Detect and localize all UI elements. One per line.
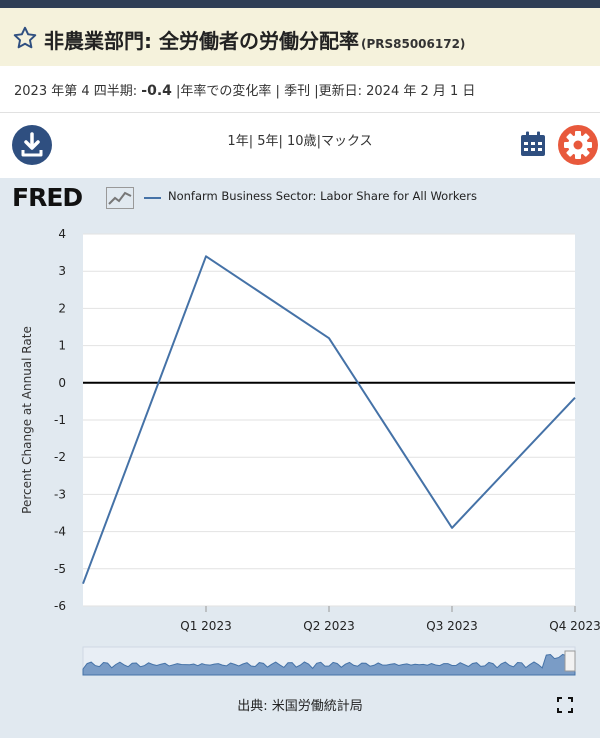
updated-label: |更新日: 2024 年 2 月 1 日 [314, 84, 476, 99]
download-icon [21, 132, 43, 157]
navigator-handle [564, 650, 576, 672]
page-title: 非農業部門: 全労働者の労働分配率 (PRS85006172) [44, 25, 465, 54]
y-tick-label: -3 [54, 487, 66, 501]
navigator-series [82, 653, 576, 676]
y-axis-label: Percent Change at Annual Rate [20, 326, 34, 514]
source-note: 出典: 米国労働統計局 [237, 699, 363, 714]
gear-icon[interactable] [557, 124, 599, 166]
latest-value: -0.4 [141, 83, 172, 99]
y-tick-label: 4 [58, 227, 66, 241]
y-tick-label: 2 [58, 301, 66, 315]
y-tick-label: 3 [58, 264, 66, 278]
series-meta: 2023 年第 4 四半期: -0.4 |年率での変化率 | 季刊 |更新日: … [14, 80, 475, 99]
range-1y[interactable]: 1年 [227, 134, 249, 149]
y-tick-label: -1 [54, 413, 66, 427]
download-button[interactable] [12, 125, 52, 165]
page-header: 非農業部門: 全労働者の労働分配率 (PRS85006172) [0, 8, 600, 66]
y-tick-label: -4 [54, 525, 66, 539]
y-tick-label: -6 [54, 599, 66, 613]
top-bar [0, 0, 600, 8]
y-tick-label: -5 [54, 562, 66, 576]
range-10y[interactable]: | 10歳 [278, 134, 317, 149]
fred-logo: FRED [12, 183, 83, 212]
series-id: (PRS85006172) [360, 37, 466, 51]
divider [0, 112, 600, 113]
date-range-selector: 1年| 5年| 10歳|マックス [0, 130, 600, 149]
star-icon[interactable] [12, 25, 38, 51]
fullscreen-icon[interactable] [557, 697, 573, 713]
units-label: |年率での変化率 | [176, 84, 280, 99]
x-tick-label: Q2 2023 [303, 619, 354, 633]
range-max[interactable]: |マックス [316, 134, 373, 149]
series-title: 非農業部門: 全労働者の労働分配率 [44, 29, 359, 53]
x-tick-label: Q1 2023 [180, 619, 231, 633]
y-tick-label: 1 [58, 339, 66, 353]
fred-sparkline-icon [106, 187, 134, 209]
y-tick-label: -2 [54, 450, 66, 464]
range-5y[interactable]: | 5年 [248, 134, 279, 149]
period-label: 2023 年第 4 四半期: [14, 84, 138, 99]
legend-label: Nonfarm Business Sector: Labor Share for… [168, 189, 477, 203]
x-tick-label: Q4 2023 [549, 619, 600, 633]
legend-swatch [144, 197, 161, 199]
x-tick-label: Q3 2023 [426, 619, 477, 633]
calendar-icon[interactable] [519, 130, 547, 158]
y-tick-label: 0 [58, 376, 66, 390]
frequency-label: 季刊 [284, 84, 311, 99]
